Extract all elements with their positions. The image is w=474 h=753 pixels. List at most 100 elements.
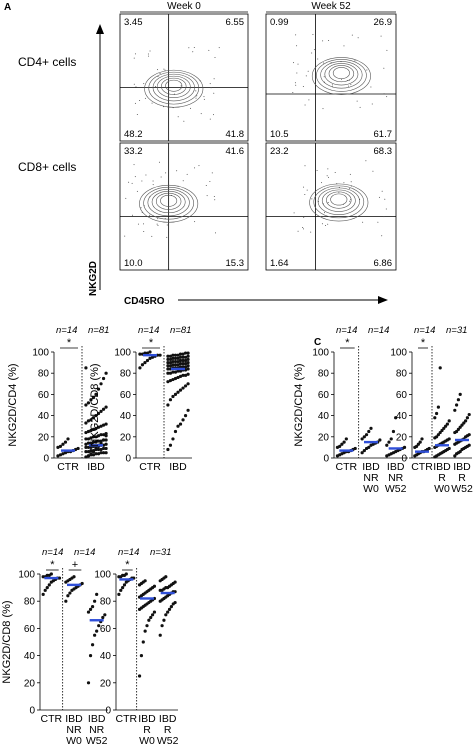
y-tick-label: 100: [18, 570, 35, 581]
data-point: [122, 583, 127, 587]
data-point: [171, 359, 175, 364]
data-point: [89, 441, 93, 445]
event-dot: [164, 69, 166, 71]
data-point: [360, 451, 364, 455]
event-dot: [174, 93, 176, 95]
data-point: [353, 446, 357, 451]
data-point: [150, 613, 155, 617]
data-point: [181, 352, 185, 356]
event-dot: [151, 235, 153, 237]
data-point: [183, 373, 188, 377]
category-label: NR: [66, 724, 82, 736]
y-tick-label: 100: [114, 348, 131, 359]
data-point: [93, 599, 97, 603]
data-point: [86, 445, 91, 449]
data-point: [171, 370, 175, 374]
data-point: [101, 615, 105, 620]
event-dot: [135, 86, 137, 88]
data-point: [168, 371, 173, 375]
data-point: [43, 588, 47, 592]
category-label: IBD: [362, 461, 380, 473]
data-point: [89, 436, 93, 440]
quadrant-value-ur: 41.6: [226, 146, 245, 157]
flow-y-axis-label: NKG2D: [88, 261, 99, 296]
event-dot: [338, 191, 340, 193]
data-point: [173, 376, 178, 381]
event-dot: [136, 190, 138, 192]
data-point: [181, 355, 185, 359]
data-point: [138, 366, 142, 370]
event-dot: [321, 182, 323, 184]
category-label: CTR: [411, 461, 433, 473]
contour-line: [151, 190, 186, 214]
data-point: [86, 610, 91, 614]
event-dot: [383, 216, 385, 218]
data-point: [96, 447, 101, 452]
event-dot: [190, 107, 192, 109]
event-dot: [156, 223, 158, 225]
data-point: [64, 599, 68, 603]
event-dot: [149, 196, 151, 198]
flow-plots: 3.45 6.55 48.2 41.8 0.99 26.9 10.5 61.7 33.2 41.6…: [119, 13, 397, 271]
n-label: n=31: [150, 547, 171, 558]
data-point: [150, 355, 155, 359]
y-tick-label: 20: [120, 432, 132, 443]
data-point: [99, 451, 103, 455]
data-point: [360, 437, 364, 441]
event-dot: [200, 113, 202, 115]
event-dot: [321, 223, 323, 225]
data-point: [178, 355, 183, 359]
data-point: [369, 426, 373, 430]
event-dot: [147, 53, 149, 55]
event-dot: [172, 107, 174, 109]
event-dot: [211, 172, 213, 174]
data-point: [47, 583, 51, 587]
data-point: [97, 624, 101, 628]
data-point: [183, 362, 188, 366]
event-dot: [366, 69, 368, 71]
contour-line: [139, 184, 199, 223]
event-dot: [322, 40, 324, 42]
data-point: [168, 354, 173, 358]
data-point: [186, 354, 190, 358]
quadrant-value-ul: 23.2: [270, 146, 289, 157]
event-dot: [357, 37, 359, 39]
data-point: [183, 414, 188, 418]
data-point: [84, 421, 88, 425]
event-dot: [157, 224, 159, 226]
data-point: [168, 443, 173, 447]
event-dot: [327, 223, 329, 225]
data-point: [88, 607, 93, 611]
quadrant-value-ur: 26.9: [374, 17, 393, 28]
event-dot: [347, 80, 349, 82]
quadrant-value-ur: 68.3: [374, 146, 393, 157]
data-point: [183, 355, 188, 359]
contour-line: [324, 63, 359, 86]
data-point: [91, 427, 96, 431]
data-point: [121, 586, 125, 590]
event-dot: [297, 63, 299, 65]
event-dot: [182, 180, 184, 182]
sig-marker: *: [125, 559, 130, 571]
data-point: [427, 446, 431, 451]
data-point: [66, 594, 70, 598]
data-point: [119, 588, 123, 592]
data-point: [467, 433, 471, 437]
data-point: [152, 610, 157, 614]
category-label: W52: [86, 735, 108, 747]
data-point: [141, 640, 145, 644]
event-dot: [303, 186, 305, 188]
quadrant-value-ll: 10.0: [124, 258, 143, 269]
event-dot: [203, 98, 205, 100]
data-point: [168, 361, 173, 365]
data-point: [173, 359, 178, 364]
data-point: [344, 437, 348, 441]
event-dot: [381, 190, 383, 192]
y-tick-label: 20: [38, 432, 50, 443]
data-point: [145, 624, 149, 628]
y-tick-label: 60: [318, 390, 330, 401]
data-point: [166, 367, 170, 371]
event-dot: [152, 184, 154, 186]
contour-line: [161, 77, 187, 95]
